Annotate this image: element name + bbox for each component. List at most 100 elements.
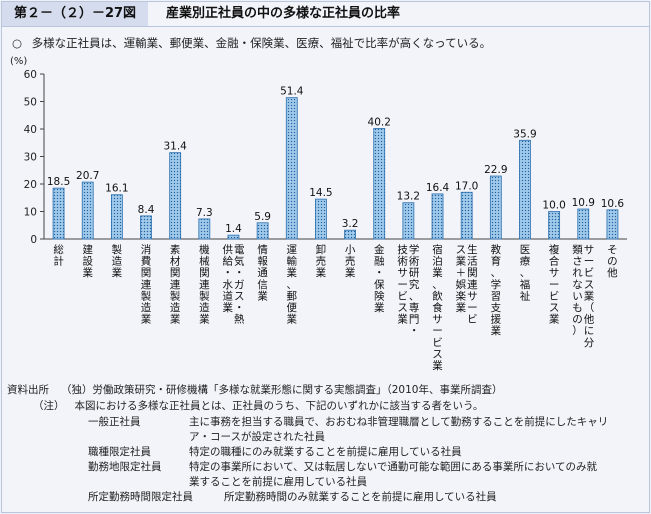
category-label-column: 医療、福祉 (520, 244, 531, 302)
category-label-column: 小売業 (345, 244, 356, 279)
category-label: 小売業 (345, 244, 356, 279)
bar (402, 202, 415, 240)
category-label-column: 技術サービス業 (397, 243, 408, 326)
y-tick-label: 10 (24, 207, 37, 219)
bar-value-label: 1.4 (225, 223, 242, 235)
bar (519, 139, 531, 240)
category-labels: 総計 建設業 製造業 消費関連製造業 素材関連製造業 機械関連製造業 電気・ガス・熱供給・水… (53, 243, 618, 372)
category-label-column: その他 (607, 244, 618, 279)
source-text: （独）労働政策研究・研修機構「多様な就業形態に関する実態調査」（2010年、事業… (61, 384, 503, 396)
category-label-column: ス業＋娯楽業 (456, 244, 467, 314)
figure-number: 第２－（２）－27図 (2, 2, 148, 26)
lead-text: 多様な正社員は、運輸業、郵便業、金融・保険業、医療、福祉で比率が高くなっている。 (31, 36, 492, 50)
bar (489, 175, 502, 240)
category-label-column: 建設業 (82, 243, 93, 279)
bar (256, 222, 269, 240)
category-label-column: 生活関連サービ (467, 243, 478, 326)
bar-value-label: 16.4 (426, 182, 450, 194)
definition-term: 所定勤務時間限定社員 (88, 491, 193, 503)
category-label-column: 運輸業、郵便業 (287, 244, 298, 326)
category-label: 金融・保険業 (374, 243, 385, 314)
category-label: 総計 (53, 243, 64, 268)
bars (52, 97, 619, 240)
category-label-column: サービス業（他に分 (584, 244, 595, 349)
bar (548, 211, 561, 240)
bar-value-label: 20.7 (76, 170, 99, 182)
category-label-column: 金融・保険業 (374, 243, 385, 314)
definition-line: 業することを前提に雇用している社員 (189, 476, 368, 488)
definition-term: 職種限定社員 (88, 446, 151, 458)
category-label: 機械関連製造業 (199, 243, 210, 326)
value-labels: 18.5 20.7 16.1 8.4 31.4 7.3 1.4 5.9 51.4 14.5 3.2 4… (47, 86, 625, 235)
bar-value-label: 3.2 (342, 218, 359, 230)
definition-line: 特定の事業所において、又は転居しないで通勤可能な範囲にある事業所においてのみ就 (189, 461, 598, 473)
category-label: 消費関連製造業 (141, 243, 152, 326)
category-label-column: 製造業 (112, 243, 123, 279)
bar (460, 191, 473, 240)
figure-title: 産業別正社員の中の多様な正社員の比率 (166, 6, 401, 21)
category-label-column: 卸売業 (316, 243, 327, 279)
category-label: 電気・ガス・熱供給・水道業 (222, 243, 245, 326)
bar (198, 218, 211, 240)
definition-term: 一般正社員 (88, 416, 141, 428)
bar (81, 181, 94, 240)
bar-value-label: 35.9 (513, 128, 536, 140)
category-label-column: 複合サービス業 (549, 243, 560, 326)
source-row: 資料出所 （独）労働政策研究・研修機構「多様な就業形態に関する実態調査」（2010… (7, 382, 502, 397)
bar-value-label: 31.4 (163, 141, 187, 153)
y-axis-unit: (%) (10, 56, 27, 67)
definition-term: 勤務地限定社員 (88, 461, 162, 473)
note-intro: 本図における多様な正社員とは、正社員のうち、下記のいずれかに該当する者をいう。 (74, 400, 484, 412)
definition-line: ア・コースが設定された社員 (189, 431, 325, 443)
category-label-column: 類されないもの） (572, 244, 583, 337)
lead-row: ○ 多様な正社員は、運輸業、郵便業、金融・保険業、医療、福祉で比率が高くなってい… (12, 35, 491, 51)
bar (285, 97, 298, 240)
bar-value-label: 13.2 (397, 191, 420, 203)
y-tick-label: 0 (30, 234, 37, 246)
y-tick-label: 50 (24, 97, 37, 109)
category-label: その他 (607, 244, 618, 279)
y-tick-label: 20 (24, 179, 37, 191)
bar (315, 198, 327, 240)
note-intro-row: （注） 本図における多様な正社員とは、正社員のうち、下記のいずれかに該当する者をい… (33, 398, 483, 413)
category-label-column: 電気・ガス・熱 (234, 244, 245, 326)
category-label-column: 素材関連製造業 (170, 243, 181, 326)
bar-value-label: 18.5 (47, 176, 70, 188)
bar-value-label: 5.9 (254, 211, 271, 223)
bar (373, 128, 386, 240)
category-label-column: 教育、学習支援業 (491, 243, 502, 337)
bar-value-label: 10.6 (601, 198, 625, 210)
category-label: 宿泊業、飲食サービス業 (432, 243, 443, 372)
title-bar: 第２－（２）－27図 産業別正社員の中の多様な正社員の比率 (2, 2, 649, 27)
bar (606, 209, 619, 240)
bar-value-label: 8.4 (138, 204, 155, 216)
category-label-column: 供給・水道業 (222, 243, 233, 314)
bar-chart: (%) 0 10 20 30 40 50 60 18.5 20.7 16.1 8.4 31.4 7.3… (10, 56, 627, 372)
category-label: 情報通信業 (257, 243, 268, 302)
bar-value-label: 14.5 (309, 187, 332, 199)
category-label-column: 消費関連製造業 (141, 243, 152, 326)
category-label-column: 宿泊業、飲食サービス業 (432, 243, 443, 372)
bar-value-label: 16.1 (105, 183, 128, 195)
bar (140, 215, 152, 240)
category-label: 建設業 (82, 243, 93, 279)
note-label: （注） (33, 400, 65, 412)
bar (344, 229, 356, 240)
bar (52, 187, 65, 240)
category-label-column: 総計 (53, 243, 64, 268)
bar-value-label: 17.0 (455, 180, 478, 192)
category-label: 卸売業 (316, 243, 327, 279)
bar-value-label: 40.2 (368, 116, 391, 128)
bar-value-label: 22.9 (484, 164, 507, 176)
y-tick-label: 40 (24, 124, 37, 136)
definition-line: 主に事務を担当する職員で、おおむね非管理職層として勤務することを前提にしたキャリ (189, 416, 609, 428)
category-label: 複合サービス業 (549, 243, 560, 326)
bar (577, 208, 590, 240)
category-label-column: 学術研究、専門・ (409, 243, 420, 337)
category-label: 教育、学習支援業 (491, 243, 502, 337)
bar-value-label: 7.3 (196, 207, 213, 219)
category-label: 医療、福祉 (520, 244, 531, 302)
bar-value-label: 10.0 (542, 200, 565, 212)
